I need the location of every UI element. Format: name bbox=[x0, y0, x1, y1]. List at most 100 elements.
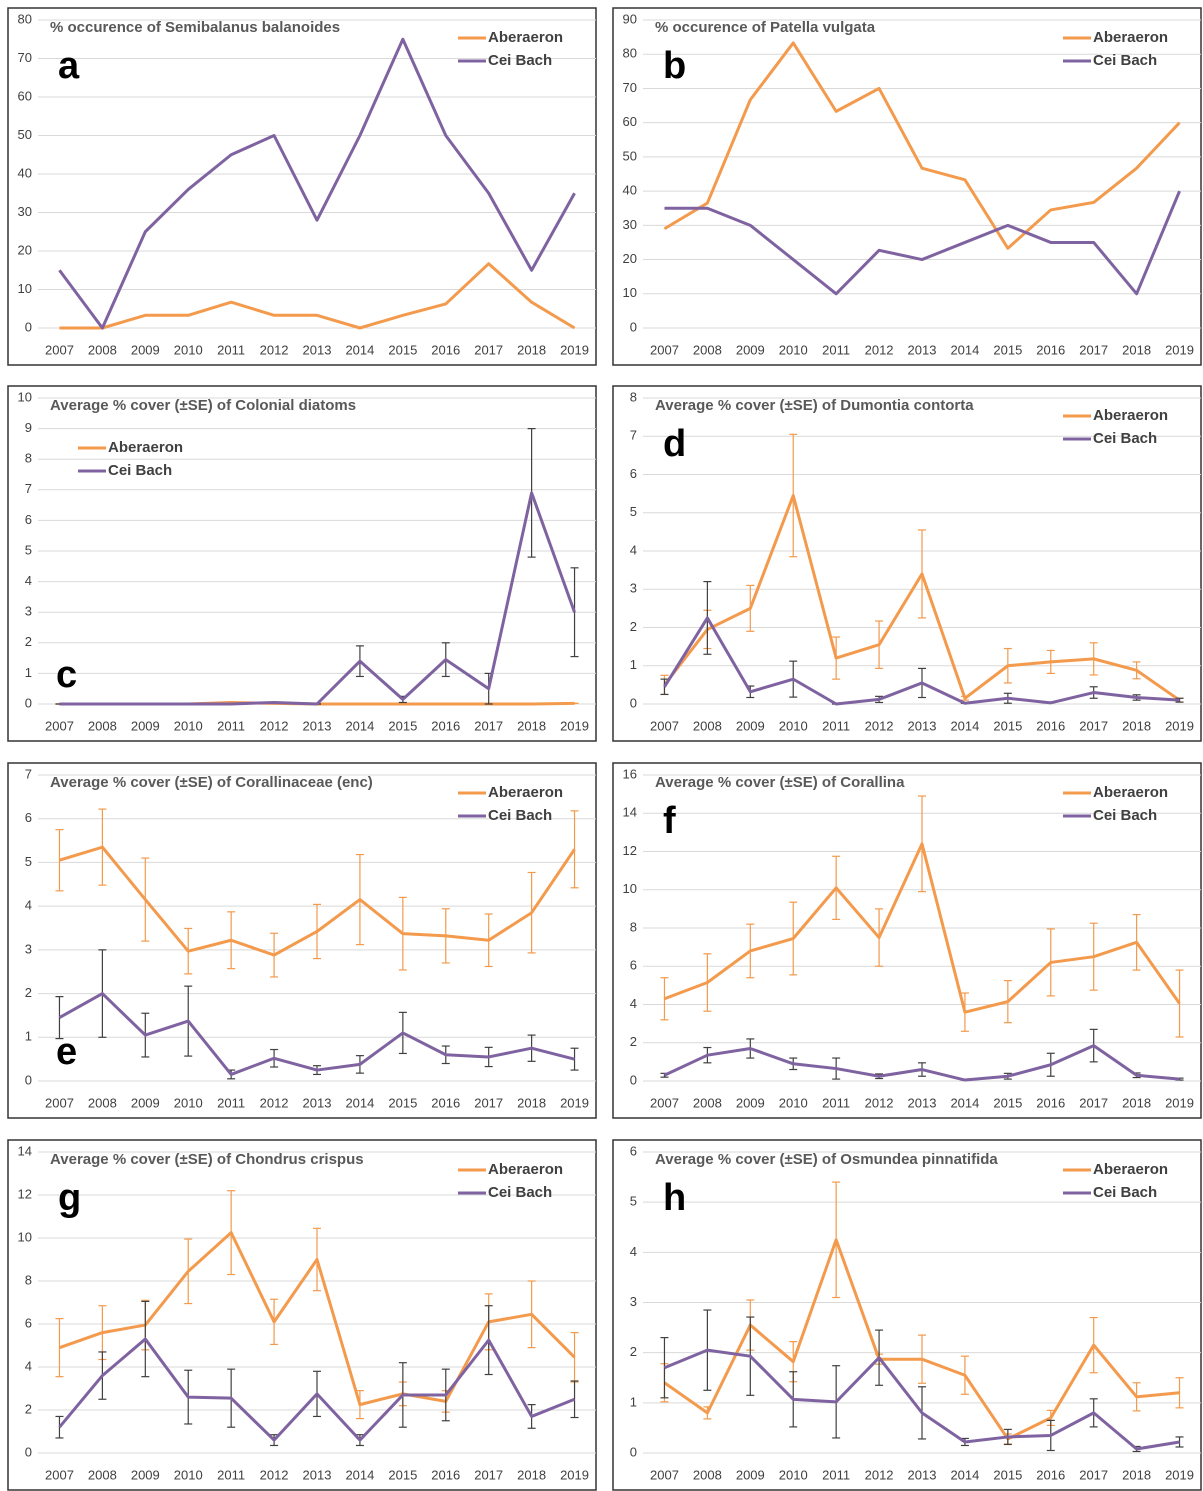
panel-frame bbox=[7, 385, 597, 742]
y-tick-label: 16 bbox=[623, 766, 637, 781]
x-tick-label: 2019 bbox=[1165, 342, 1194, 357]
x-tick-label: 2010 bbox=[174, 718, 203, 733]
x-tick-label: 2012 bbox=[260, 1467, 289, 1482]
x-tick-label: 2011 bbox=[217, 718, 245, 733]
x-tick-label: 2017 bbox=[474, 1467, 503, 1482]
legend-label: Cei Bach bbox=[488, 52, 552, 69]
x-tick-label: 2008 bbox=[693, 1095, 722, 1110]
x-tick-label: 2017 bbox=[1079, 718, 1108, 733]
legend-label: Aberaeron bbox=[1093, 407, 1168, 424]
y-tick-label: 8 bbox=[630, 919, 637, 934]
y-tick-label: 7 bbox=[25, 766, 32, 781]
y-tick-label: 4 bbox=[630, 542, 637, 557]
x-tick-label: 2010 bbox=[174, 1095, 203, 1110]
x-tick-label: 2012 bbox=[865, 718, 894, 733]
x-tick-label: 2017 bbox=[1079, 1095, 1108, 1110]
x-tick-label: 2016 bbox=[431, 1095, 460, 1110]
x-tick-label: 2008 bbox=[88, 1467, 117, 1482]
x-tick-label: 2010 bbox=[779, 718, 808, 733]
y-tick-label: 8 bbox=[630, 389, 637, 404]
x-tick-label: 2014 bbox=[345, 1467, 374, 1482]
y-tick-label: 0 bbox=[25, 1444, 32, 1459]
x-tick-label: 2019 bbox=[1165, 718, 1194, 733]
x-tick-label: 2010 bbox=[174, 1467, 203, 1482]
series-line bbox=[59, 491, 576, 706]
x-tick-label: 2009 bbox=[131, 718, 160, 733]
panel-label: d bbox=[663, 423, 686, 465]
x-tick-label: 2007 bbox=[45, 1095, 74, 1110]
x-tick-label: 2019 bbox=[1165, 1095, 1194, 1110]
x-tick-label: 2013 bbox=[908, 718, 937, 733]
x-tick-label: 2016 bbox=[431, 1467, 460, 1482]
x-tick-label: 2017 bbox=[474, 342, 503, 357]
chart-panel: 0 1 2 3 4 5 6 7 8 2007 2008 2009 2010 2011 2012 2013 201… bbox=[612, 385, 1202, 742]
x-tick-label: 2011 bbox=[822, 342, 850, 357]
x-tick-label: 2016 bbox=[1036, 342, 1065, 357]
y-tick-label: 6 bbox=[630, 466, 637, 481]
y-tick-label: 8 bbox=[25, 451, 32, 466]
x-tick-label: 2012 bbox=[865, 1095, 894, 1110]
x-tick-label: 2015 bbox=[388, 718, 417, 733]
x-tick-label: 2015 bbox=[388, 1095, 417, 1110]
y-tick-label: 12 bbox=[18, 1186, 32, 1201]
x-tick-label: 2011 bbox=[217, 1467, 245, 1482]
x-tick-label: 2019 bbox=[560, 718, 589, 733]
series-line bbox=[58, 992, 575, 1076]
panel-label: e bbox=[56, 1031, 77, 1073]
x-tick-label: 2007 bbox=[650, 1095, 679, 1110]
y-tick-label: 4 bbox=[25, 898, 32, 913]
y-tick-label: 2 bbox=[630, 619, 637, 634]
x-tick-label: 2008 bbox=[88, 718, 117, 733]
panel-label: a bbox=[58, 45, 80, 87]
chart-panel: 0 10 20 30 40 50 60 70 80 2007 2008 2009 2010 2011 201… bbox=[7, 7, 597, 366]
x-tick-label: 2018 bbox=[517, 1095, 546, 1110]
legend-label: Cei Bach bbox=[488, 1184, 552, 1201]
chart-panel: 0 1 2 3 4 5 6 7 8 9 10 2007 2008 2009 2010 2011 2012 2013… bbox=[7, 385, 597, 742]
y-tick-label: 50 bbox=[623, 148, 637, 163]
y-tick-label: 0 bbox=[630, 1444, 637, 1459]
panel-frame bbox=[612, 762, 1202, 1119]
x-tick-label: 2008 bbox=[693, 342, 722, 357]
legend-label: Cei Bach bbox=[1093, 52, 1157, 69]
panel-frame bbox=[612, 1139, 1202, 1491]
x-tick-label: 2012 bbox=[865, 1467, 894, 1482]
y-tick-label: 10 bbox=[18, 1229, 32, 1244]
legend-label: Aberaeron bbox=[488, 784, 563, 801]
y-tick-label: 50 bbox=[18, 127, 32, 142]
x-tick-label: 2015 bbox=[388, 1467, 417, 1482]
x-tick-label: 2007 bbox=[45, 342, 74, 357]
y-tick-label: 2 bbox=[630, 1344, 637, 1359]
panel-frame bbox=[612, 385, 1202, 742]
x-tick-label: 2013 bbox=[908, 1467, 937, 1482]
y-tick-label: 0 bbox=[25, 695, 32, 710]
x-tick-label: 2007 bbox=[45, 1467, 74, 1482]
y-tick-label: 1 bbox=[25, 665, 32, 680]
legend-label: Aberaeron bbox=[1093, 29, 1168, 46]
y-tick-label: 1 bbox=[25, 1029, 32, 1044]
x-tick-label: 2015 bbox=[993, 1095, 1022, 1110]
y-tick-label: 80 bbox=[623, 46, 637, 61]
legend-label: Aberaeron bbox=[488, 29, 563, 46]
y-tick-label: 6 bbox=[25, 810, 32, 825]
y-tick-label: 2 bbox=[630, 1034, 637, 1049]
x-tick-label: 2007 bbox=[650, 342, 679, 357]
chart-title: Average % cover (±SE) of Corallinaceae (… bbox=[50, 774, 373, 791]
x-tick-label: 2019 bbox=[560, 342, 589, 357]
legend-label: Aberaeron bbox=[1093, 784, 1168, 801]
y-tick-label: 70 bbox=[623, 80, 637, 95]
y-tick-label: 4 bbox=[630, 996, 637, 1011]
y-tick-label: 40 bbox=[18, 165, 32, 180]
x-tick-label: 2015 bbox=[993, 1467, 1022, 1482]
legend-label: Aberaeron bbox=[108, 439, 183, 456]
x-tick-label: 2017 bbox=[1079, 342, 1108, 357]
y-tick-label: 2 bbox=[25, 1401, 32, 1416]
x-tick-label: 2007 bbox=[650, 718, 679, 733]
y-tick-label: 10 bbox=[18, 281, 32, 296]
x-tick-label: 2017 bbox=[474, 718, 503, 733]
series-line bbox=[663, 616, 1180, 706]
x-tick-label: 2010 bbox=[779, 342, 808, 357]
y-tick-label: 3 bbox=[630, 1294, 637, 1309]
panel-frame bbox=[7, 7, 597, 366]
series-line bbox=[663, 1044, 1180, 1082]
y-tick-label: 4 bbox=[25, 1358, 32, 1373]
